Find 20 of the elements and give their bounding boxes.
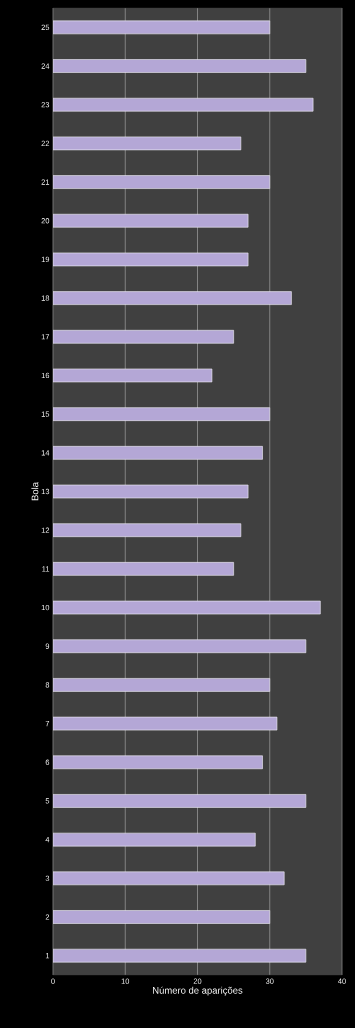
x-axis-title: Número de aparições (153, 986, 243, 996)
bar (53, 678, 271, 692)
bar (53, 291, 292, 305)
bar (53, 213, 249, 228)
bar (53, 175, 271, 189)
bar (53, 871, 285, 886)
bar (53, 59, 307, 73)
bar (53, 97, 314, 112)
bar (53, 20, 271, 35)
bar (53, 523, 242, 537)
bar (53, 948, 307, 963)
bar (53, 794, 307, 808)
bar (53, 910, 271, 924)
bar (53, 446, 263, 460)
bar (53, 329, 234, 344)
bar (53, 755, 263, 770)
bar (53, 562, 234, 576)
y-axis-title: Bola (31, 482, 39, 501)
bar (53, 407, 271, 421)
bar (53, 639, 307, 654)
